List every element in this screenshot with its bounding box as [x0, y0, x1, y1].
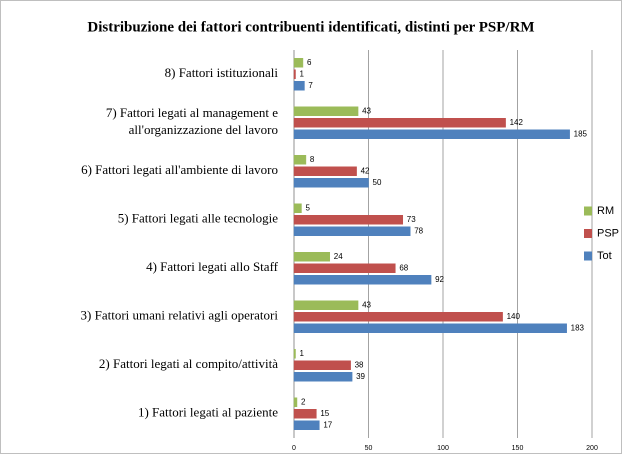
value-label: 50 — [373, 178, 382, 187]
bar — [293, 372, 353, 382]
bar — [293, 275, 432, 285]
value-label: 142 — [510, 118, 524, 127]
value-label: 43 — [362, 300, 371, 309]
bar — [293, 397, 298, 407]
bar — [293, 300, 359, 310]
value-label: 43 — [362, 106, 371, 115]
bar — [293, 349, 296, 359]
bar — [293, 203, 302, 213]
value-label: 140 — [507, 312, 521, 321]
value-label: 68 — [399, 263, 408, 272]
chart-title: Distribuzione dei fattori contribuenti i… — [87, 19, 534, 35]
legend-swatch — [584, 206, 592, 216]
y-tick-label: 5) Fattori legati alle tecnologie — [118, 211, 279, 226]
value-label: 8 — [310, 155, 315, 164]
legend-swatch — [584, 229, 592, 238]
value-label: 78 — [414, 226, 423, 235]
x-tick-label: 50 — [365, 445, 373, 452]
value-label: 38 — [355, 360, 364, 369]
y-tick-label: 6) Fattori legati all'ambiente di lavoro — [81, 162, 278, 177]
y-tick-label: 7) Fattori legati al management e — [106, 105, 278, 120]
value-label: 7 — [308, 81, 313, 90]
value-label: 185 — [574, 129, 588, 138]
bar — [293, 360, 351, 370]
bar — [293, 323, 567, 333]
value-label: 1 — [299, 69, 304, 78]
x-tick-label: 200 — [586, 445, 598, 452]
bar — [293, 226, 411, 236]
value-label: 17 — [323, 420, 332, 429]
y-tick-label: 3) Fattori umani relativi agli operatori — [81, 308, 279, 323]
legend-label: Tot — [597, 250, 612, 262]
value-label: 92 — [435, 275, 444, 284]
x-tick-label: 150 — [512, 445, 524, 452]
bar — [293, 178, 369, 188]
bar — [293, 420, 320, 430]
value-label: 1 — [299, 349, 304, 358]
bar — [293, 81, 305, 91]
value-label: 42 — [361, 166, 370, 175]
y-tick-label: 1) Fattori legati al paziente — [138, 405, 278, 420]
y-tick-label: all'organizzazione del lavoro — [129, 122, 278, 137]
bar — [293, 409, 317, 419]
bar — [293, 215, 404, 225]
x-tick-label: 0 — [292, 445, 296, 452]
bar — [293, 69, 296, 79]
bar — [293, 118, 506, 128]
value-label: 6 — [307, 58, 312, 67]
value-label: 2 — [301, 397, 306, 406]
value-label: 39 — [356, 372, 365, 381]
value-label: 24 — [334, 252, 343, 261]
bar — [293, 312, 503, 322]
value-label: 5 — [305, 203, 310, 212]
bar — [293, 166, 357, 176]
y-tick-label: 4) Fattori legati allo Staff — [146, 259, 279, 274]
bar — [293, 252, 331, 262]
value-label: 73 — [407, 215, 416, 224]
bar — [293, 263, 396, 273]
value-label: 15 — [320, 409, 329, 418]
y-tick-label: 2) Fattori legati al compito/attività — [99, 356, 278, 371]
legend-label: RM — [597, 205, 614, 217]
bar — [293, 129, 570, 139]
y-tick-label: 8) Fattori istituzionali — [165, 65, 279, 80]
legend-swatch — [584, 251, 592, 261]
bar — [293, 106, 359, 116]
legend-label: PSP — [597, 227, 619, 239]
bar — [293, 155, 307, 165]
value-label: 183 — [571, 323, 585, 332]
x-tick-label: 100 — [437, 445, 449, 452]
bar — [293, 58, 304, 68]
